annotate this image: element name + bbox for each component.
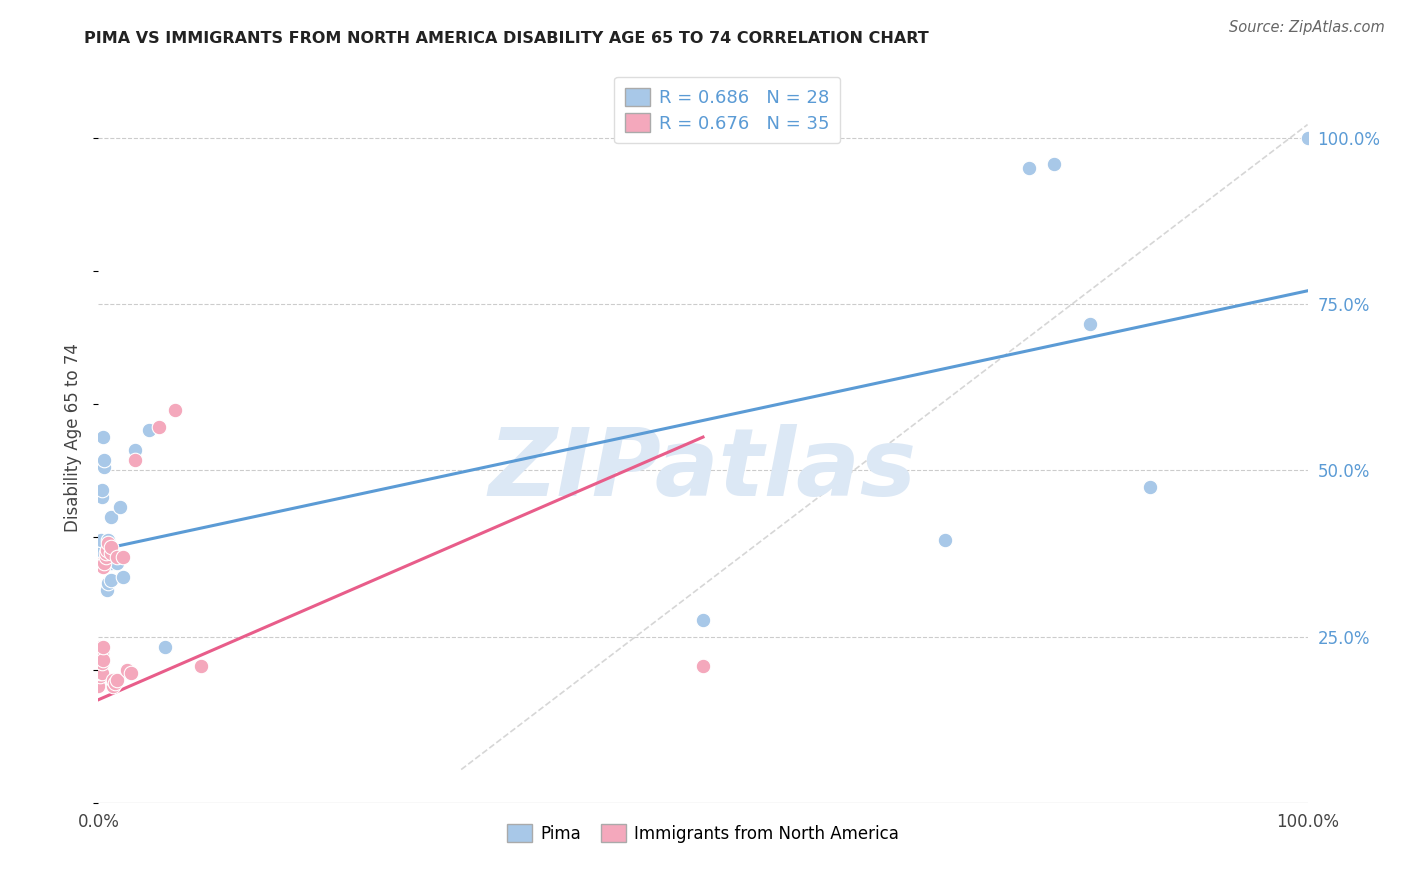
Point	[97, 576, 120, 591]
Point	[100, 546, 122, 560]
Point	[91, 646, 114, 660]
Point	[87, 680, 110, 694]
Point	[91, 490, 114, 504]
Point	[94, 546, 117, 560]
Point	[93, 557, 115, 571]
Point	[120, 666, 142, 681]
Point	[93, 453, 115, 467]
Point	[692, 613, 714, 627]
Point	[100, 509, 122, 524]
Point	[89, 546, 111, 560]
Point	[97, 533, 120, 548]
Point	[101, 680, 124, 694]
Point	[101, 673, 124, 687]
Point	[124, 443, 146, 458]
Point	[138, 424, 160, 438]
Point	[104, 676, 127, 690]
Text: ZIPatlas: ZIPatlas	[489, 424, 917, 516]
Point	[1296, 131, 1319, 145]
Point	[89, 653, 111, 667]
Point	[94, 549, 117, 564]
Point	[148, 420, 170, 434]
Point	[96, 543, 118, 558]
Point	[153, 640, 176, 654]
Point	[100, 557, 122, 571]
Y-axis label: Disability Age 65 to 74: Disability Age 65 to 74	[65, 343, 83, 532]
Point	[117, 663, 139, 677]
Point	[1018, 161, 1040, 175]
Point	[91, 666, 114, 681]
Point	[108, 500, 131, 514]
Point	[1078, 317, 1101, 331]
Point	[105, 673, 128, 687]
Text: Source: ZipAtlas.com: Source: ZipAtlas.com	[1229, 20, 1385, 35]
Point	[934, 533, 956, 548]
Point	[91, 656, 114, 670]
Point	[1042, 157, 1064, 171]
Point	[100, 540, 122, 554]
Point	[190, 659, 212, 673]
Point	[89, 669, 111, 683]
Point	[91, 640, 114, 654]
Point	[91, 557, 114, 571]
Point	[90, 533, 112, 548]
Point	[1139, 480, 1161, 494]
Point	[105, 549, 128, 564]
Point	[100, 573, 122, 587]
Point	[91, 483, 114, 498]
Point	[96, 582, 118, 597]
Point	[105, 557, 128, 571]
Point	[90, 640, 112, 654]
Point	[89, 666, 111, 681]
Point	[97, 536, 120, 550]
Point	[91, 653, 114, 667]
Point	[692, 659, 714, 673]
Text: PIMA VS IMMIGRANTS FROM NORTH AMERICA DISABILITY AGE 65 TO 74 CORRELATION CHART: PIMA VS IMMIGRANTS FROM NORTH AMERICA DI…	[84, 31, 929, 46]
Point	[90, 656, 112, 670]
Point	[111, 549, 134, 564]
Point	[103, 549, 125, 564]
Point	[91, 559, 114, 574]
Point	[91, 430, 114, 444]
Point	[93, 460, 115, 475]
Point	[90, 653, 112, 667]
Point	[124, 453, 146, 467]
Point	[90, 646, 112, 660]
Point	[90, 546, 112, 560]
Point	[163, 403, 186, 417]
Legend: Pima, Immigrants from North America: Pima, Immigrants from North America	[501, 818, 905, 849]
Point	[111, 570, 134, 584]
